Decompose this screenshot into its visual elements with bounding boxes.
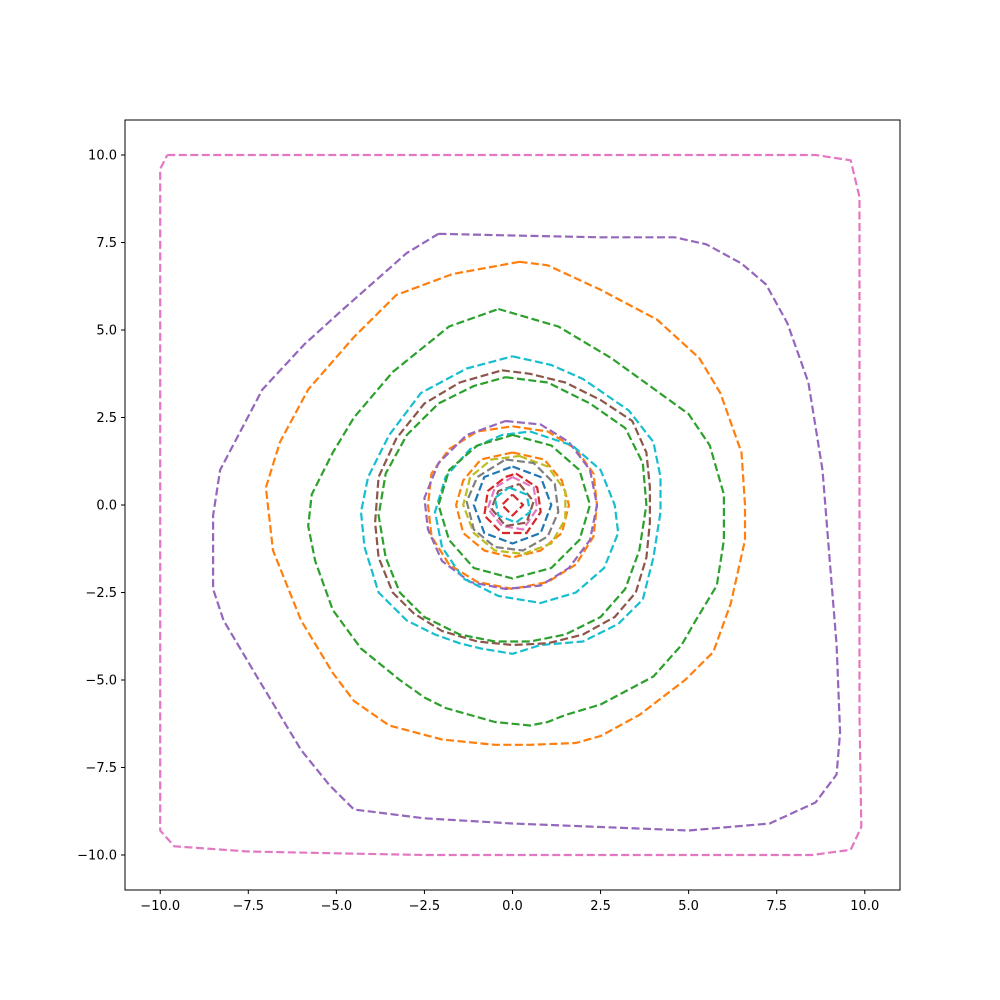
y-tick-label: −5.0: [85, 674, 117, 689]
x-tick-label: 2.5: [590, 899, 611, 914]
series-line-16: [486, 476, 539, 531]
series-line-14: [472, 465, 553, 545]
series-line-9: [433, 430, 620, 605]
series-line-6: [377, 376, 648, 643]
series-layer: [159, 153, 863, 857]
x-tick-label: 10.0: [850, 899, 879, 914]
x-tick-label: 7.5: [766, 899, 787, 914]
series-line-2: [264, 260, 747, 746]
series-line-19: [500, 493, 525, 517]
x-tick-label: −7.5: [233, 899, 265, 914]
series-line-17: [490, 482, 535, 528]
series-line-5: [374, 369, 652, 647]
y-tick-label: 0.0: [96, 499, 117, 514]
x-tick-label: −10.0: [140, 899, 180, 914]
series-line-4: [359, 355, 662, 655]
y-tick-label: 7.5: [96, 236, 117, 251]
y-tick-label: −7.5: [85, 761, 117, 776]
x-tick-label: −2.5: [409, 899, 441, 914]
x-tick-label: 0.0: [502, 899, 523, 914]
x-tick-label: −5.0: [321, 899, 353, 914]
y-tick-label: 10.0: [88, 149, 117, 164]
series-line-11: [455, 451, 571, 559]
y-tick-label: 5.0: [96, 324, 117, 339]
series-line-13: [465, 458, 560, 552]
series-line-3: [307, 307, 726, 727]
x-tick-label: 5.0: [678, 899, 699, 914]
y-tick-label: 2.5: [96, 411, 117, 426]
y-tick-label: −2.5: [85, 586, 117, 601]
series-line-10: [437, 433, 592, 580]
series-line-15: [483, 472, 542, 535]
x-axis: −10.0 −7.5 −5.0 −2.5 0.0 2.5 5.0 7.5 10.0: [140, 890, 879, 914]
series-line-0: [159, 153, 863, 857]
y-tick-label: −10.0: [77, 849, 117, 864]
series-line-12: [462, 454, 567, 556]
y-axis: 10.0 7.5 5.0 2.5 0.0 −2.5 −5.0 −7.5 −10.0: [77, 149, 125, 864]
series-line-8: [423, 419, 599, 591]
series-line-18: [493, 486, 532, 524]
